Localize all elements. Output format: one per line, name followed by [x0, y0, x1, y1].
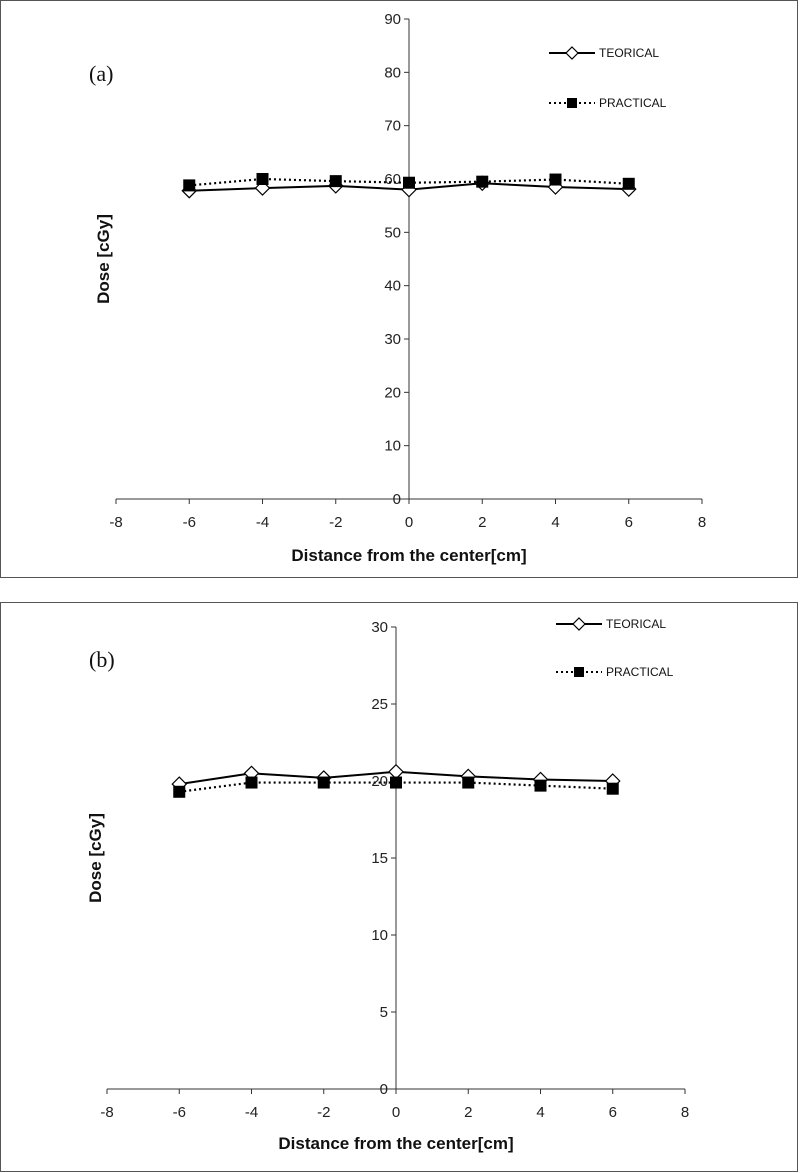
x-axis-title: Distance from the center[cm] — [278, 1134, 513, 1153]
x-tick-label: 2 — [464, 1104, 472, 1121]
data-point-practical — [390, 776, 402, 789]
x-tick-label: 2 — [478, 514, 486, 531]
x-tick-label: -4 — [245, 1104, 258, 1121]
y-tick-label: 50 — [384, 224, 401, 241]
y-tick-label: 25 — [371, 696, 388, 713]
y-tick-label: 30 — [384, 331, 401, 348]
y-tick-label: 0 — [393, 491, 401, 508]
x-tick-label: -8 — [109, 514, 122, 531]
legend-marker-practical — [567, 98, 577, 108]
x-tick-label: 4 — [536, 1104, 544, 1121]
data-point-practical — [549, 173, 562, 186]
x-tick-label: 0 — [405, 514, 413, 531]
data-point-practical — [476, 175, 489, 188]
legend-label: PRACTICAL — [606, 665, 674, 679]
x-tick-label: 0 — [392, 1104, 400, 1121]
data-point-practical — [534, 779, 547, 792]
legend-marker-teorical — [572, 617, 586, 631]
y-tick-label: 90 — [384, 11, 401, 28]
panel-label: (b) — [89, 647, 115, 672]
data-point-practical — [183, 179, 196, 192]
data-point-practical — [606, 782, 619, 795]
x-tick-label: -2 — [317, 1104, 330, 1121]
y-tick-label: 15 — [371, 850, 388, 867]
y-tick-label: 20 — [384, 384, 401, 401]
data-point-practical — [403, 176, 415, 189]
data-point-practical — [245, 776, 258, 789]
x-tick-label: -6 — [173, 1104, 186, 1121]
y-tick-label: 60 — [384, 171, 401, 188]
data-point-practical — [329, 175, 342, 188]
legend-label: TEORICAL — [599, 46, 659, 60]
y-tick-label: 10 — [384, 438, 401, 455]
x-tick-label: 6 — [625, 514, 633, 531]
legend-marker-practical — [574, 667, 584, 677]
legend-label: TEORICAL — [606, 617, 666, 631]
legend-marker-teorical — [565, 46, 579, 60]
x-tick-label: 8 — [681, 1104, 689, 1121]
data-point-practical — [622, 177, 635, 190]
data-point-practical — [173, 785, 186, 798]
chart-panel-b: -8 -6 -4 -2 0 2 4 6 8 0 5 10 15 20 25 30 TEORICAL PRACTIC… — [0, 602, 798, 1172]
panel-label: (a) — [89, 61, 113, 86]
y-tick-label: 40 — [384, 278, 401, 295]
chart-a-svg: -8 -6 -4 -2 0 2 4 6 80102030405060708090TEORICAL… — [89, 11, 706, 565]
x-tick-label: 6 — [609, 1104, 617, 1121]
chart-panel-a: -8 -6 -4 -2 0 2 4 6 8 0 10 20 30 40 50 60 70 80 90 TEORICAL… — [0, 0, 798, 578]
data-point-practical — [317, 776, 330, 789]
legend-label: PRACTICAL — [599, 96, 667, 110]
y-tick-label: 0 — [380, 1081, 388, 1098]
x-tick-label: 4 — [551, 514, 559, 531]
y-tick-label: 80 — [384, 64, 401, 81]
x-tick-label: -6 — [183, 514, 196, 531]
x-tick-label: -4 — [256, 514, 269, 531]
data-point-practical — [256, 173, 269, 185]
x-tick-label: 8 — [698, 514, 706, 531]
x-tick-label: -2 — [329, 514, 342, 531]
x-tick-label: -8 — [100, 1104, 113, 1121]
y-tick-label: 30 — [371, 619, 388, 636]
y-axis-title: Dose [cGy] — [86, 813, 105, 903]
data-point-practical — [462, 776, 475, 789]
y-tick-label: 5 — [380, 1004, 388, 1021]
y-axis-title: Dose [cGy] — [94, 214, 113, 304]
x-axis-title: Distance from the center[cm] — [291, 546, 526, 565]
y-tick-label: 70 — [384, 118, 401, 135]
y-tick-label: 10 — [371, 927, 388, 944]
